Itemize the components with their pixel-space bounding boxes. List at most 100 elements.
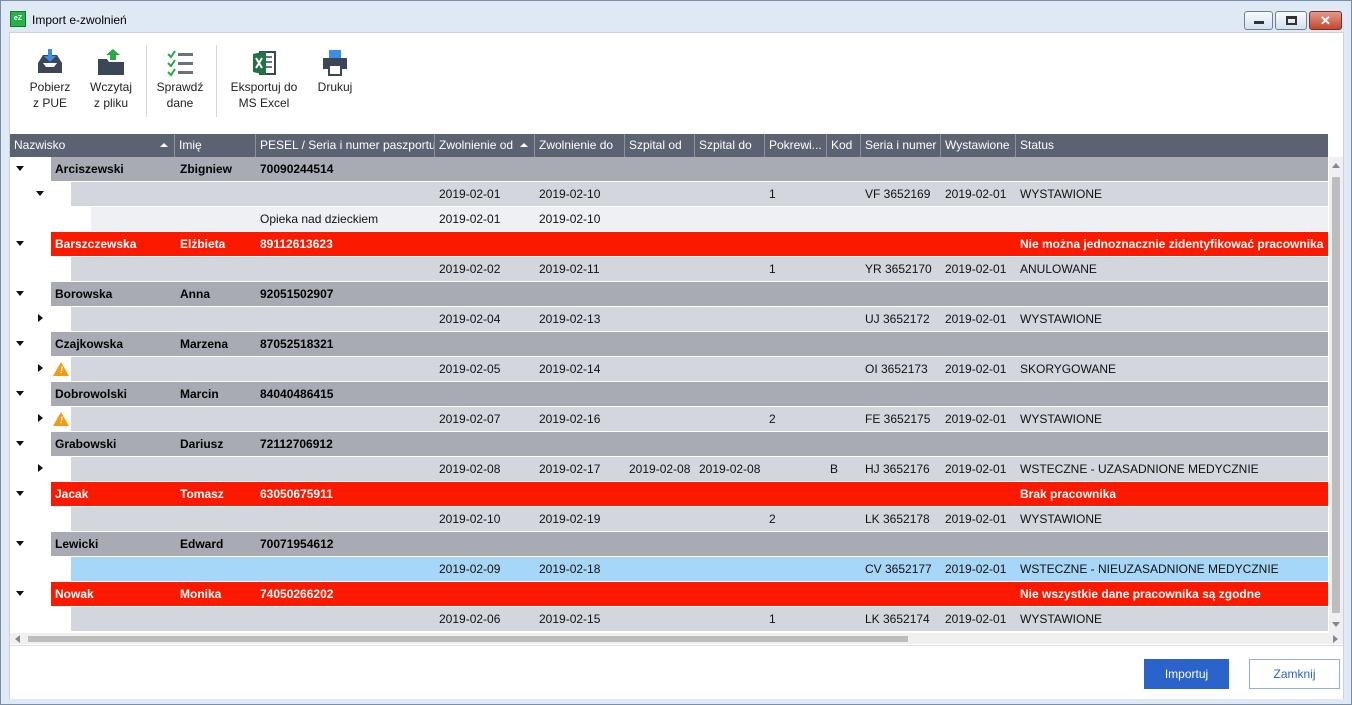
column-header[interactable]: Szpital do: [695, 134, 765, 157]
collapse-arrow-icon[interactable]: [38, 314, 43, 322]
column-header[interactable]: Szpital od: [625, 134, 695, 157]
status-cell: WSTECZNE - NIEUZASADNIONE MEDYCZNIE: [1020, 562, 1279, 576]
employee-row[interactable]: Lewicki Edward 70071954612: [10, 532, 1328, 557]
import-button[interactable]: Importuj: [1144, 659, 1229, 689]
leave-from-cell: 2019-02-01: [439, 187, 501, 201]
close-button[interactable]: Zamknij: [1249, 659, 1340, 689]
sick-leave-row[interactable]: ! 2019-02-05 2019-02-14 OI 3652173 2019-02-0…: [10, 357, 1328, 382]
employee-row[interactable]: Arciszewski Zbigniew 70090244514: [10, 157, 1328, 182]
expand-arrow-icon[interactable]: [16, 291, 24, 296]
series-cell: YR 3652170: [865, 262, 932, 276]
column-header[interactable]: PESEL / Seria i numer paszportu: [256, 134, 435, 157]
column-header[interactable]: Zwolnienie do: [535, 134, 625, 157]
surname-cell: Czajkowska: [55, 337, 124, 351]
column-header[interactable]: Pokrewi...: [765, 134, 827, 157]
column-header[interactable]: Status: [1020, 138, 1055, 152]
collapse-arrow-icon[interactable]: [38, 464, 43, 472]
close-window-button[interactable]: ✕: [1309, 11, 1342, 30]
download-pue-button[interactable]: Pobierz z PUE: [24, 49, 76, 111]
status-cell: WYSTAWIONE: [1020, 612, 1102, 626]
sick-leave-row[interactable]: 2019-02-06 2019-02-15 1 LK 3652174 2019-02-0…: [10, 607, 1328, 632]
dialog-footer: Importuj Zamknij: [10, 645, 1343, 699]
sick-leave-row[interactable]: 2019-02-09 2019-02-18 CV 3652177 2019-02-01…: [10, 557, 1328, 582]
series-cell: HJ 3652176: [865, 462, 930, 476]
series-cell: LK 3652174: [865, 612, 930, 626]
expand-arrow-icon[interactable]: [16, 391, 24, 396]
expand-arrow-icon[interactable]: [16, 241, 24, 246]
leave-from-cell: 2019-02-07: [439, 412, 501, 426]
row-background: [51, 532, 1328, 556]
leave-to-cell: 2019-02-11: [539, 262, 600, 276]
hospital-from-cell: 2019-02-08: [629, 462, 691, 476]
pesel-cell: 92051502907: [260, 287, 334, 301]
scroll-thumb[interactable]: [28, 636, 908, 642]
status-cell: WSTECZNE - UZASADNIONE MEDYCZNIE: [1020, 462, 1259, 476]
surname-cell: Dobrowolski: [55, 387, 128, 401]
column-header[interactable]: Seria i numer: [861, 134, 941, 157]
column-header[interactable]: Wystawione: [941, 134, 1016, 157]
column-header[interactable]: Kod: [827, 134, 861, 157]
minimize-button[interactable]: [1244, 11, 1273, 30]
series-cell: OI 3652173: [865, 362, 928, 376]
collapse-arrow-icon[interactable]: [38, 414, 43, 422]
detail-row[interactable]: Opieka nad dzieckiem 2019-02-01 2019-02-10: [10, 207, 1328, 232]
row-background: [71, 182, 1328, 206]
surname-cell: Lewicki: [55, 537, 99, 551]
collapse-arrow-icon[interactable]: [38, 364, 43, 372]
maximize-button[interactable]: [1275, 11, 1307, 30]
sort-asc-icon: [160, 143, 168, 147]
horizontal-scrollbar[interactable]: [10, 633, 1343, 644]
scroll-up-icon[interactable]: [1332, 163, 1340, 168]
scroll-down-icon[interactable]: [1332, 622, 1340, 627]
grid-rows: Arciszewski Zbigniew 70090244514 2019-02-01…: [10, 157, 1328, 633]
employee-row[interactable]: Czajkowska Marzena 87052518321: [10, 332, 1328, 357]
download-label-1: Pobierz: [29, 80, 71, 94]
vertical-scrollbar[interactable]: [1329, 157, 1343, 633]
first-name-cell: Zbigniew: [180, 162, 232, 176]
employee-row[interactable]: Dobrowolski Marcin 84040486415: [10, 382, 1328, 407]
maximize-icon: [1286, 16, 1297, 25]
check-label-1: Sprawdź: [156, 80, 204, 94]
scroll-thumb[interactable]: [1332, 177, 1340, 613]
column-header[interactable]: Nazwisko: [10, 134, 175, 157]
print-button[interactable]: Drukuj: [313, 49, 357, 95]
export-label-1: Eksportuj do: [230, 80, 298, 94]
sick-leave-row[interactable]: 2019-02-10 2019-02-19 2 LK 3652178 2019-02-0…: [10, 507, 1328, 532]
sick-leave-row[interactable]: 2019-02-04 2019-02-13 UJ 3652172 2019-02-01…: [10, 307, 1328, 332]
check-data-button[interactable]: Sprawdź dane: [153, 49, 207, 111]
expand-arrow-icon[interactable]: [16, 541, 24, 546]
export-excel-button[interactable]: Eksportuj do MS Excel: [224, 49, 304, 111]
expand-arrow-icon[interactable]: [16, 166, 24, 171]
row-background: [71, 507, 1328, 531]
sick-leave-row[interactable]: 2019-02-02 2019-02-11 1 YR 3652170 2019-02-0…: [10, 257, 1328, 282]
employee-row[interactable]: Grabowski Dariusz 72112706912: [10, 432, 1328, 457]
expand-arrow-icon[interactable]: [16, 341, 24, 346]
leave-to-cell: 2019-02-16: [539, 412, 601, 426]
employee-row[interactable]: Jacak Tomasz 63050675911 Brak pracownika: [10, 482, 1328, 507]
sick-leave-row[interactable]: 2019-02-01 2019-02-10 1 VF 3652169 2019-02-0…: [10, 182, 1328, 207]
leave-from-cell: 2019-02-04: [439, 312, 501, 326]
window-title: Import e-zwolnień: [32, 13, 127, 27]
scroll-left-icon[interactable]: [15, 635, 20, 643]
column-header[interactable]: Zwolnienie od: [435, 134, 535, 157]
column-header[interactable]: Imię: [175, 134, 256, 157]
load-file-button[interactable]: Wczytaj z pliku: [85, 49, 137, 111]
sick-leave-row[interactable]: 2019-02-08 2019-02-17 2019-02-08 2019-02-08…: [10, 457, 1328, 482]
surname-cell: Grabowski: [55, 437, 117, 451]
kinship-cell: 1: [769, 612, 776, 626]
scroll-right-icon[interactable]: [1333, 635, 1338, 643]
issued-cell: 2019-02-01: [945, 262, 1007, 276]
checklist-icon: [165, 49, 195, 77]
expand-arrow-icon[interactable]: [16, 591, 24, 596]
employee-row[interactable]: Nowak Monika 74050266202 Nie wszystkie dane…: [10, 582, 1328, 607]
expand-arrow-icon[interactable]: [36, 191, 44, 196]
leave-to-cell: 2019-02-17: [539, 462, 601, 476]
sick-leave-row[interactable]: ! 2019-02-07 2019-02-16 2 FE 3652175 2019-02-…: [10, 407, 1328, 432]
employee-row[interactable]: Barszczewska Elżbieta 89112613623 Nie można…: [10, 232, 1328, 257]
surname-cell: Barszczewska: [55, 237, 137, 251]
expand-arrow-icon[interactable]: [16, 491, 24, 496]
employee-row[interactable]: Borowska Anna 92051502907: [10, 282, 1328, 307]
row-background: [71, 557, 1328, 581]
expand-arrow-icon[interactable]: [16, 441, 24, 446]
pesel-cell: 72112706912: [260, 437, 333, 451]
